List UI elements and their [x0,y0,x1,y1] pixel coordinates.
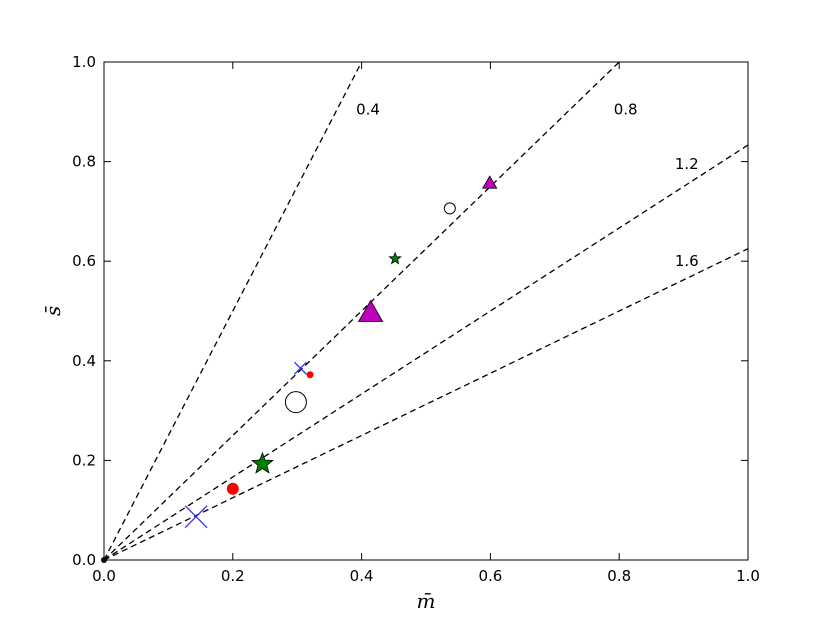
data-point-open-circle-small [443,202,456,215]
data-point-star-small [388,251,402,265]
x-tick-label: 0.4 [350,567,374,585]
data-point-open-circle-large [284,391,307,414]
x-tick-label: 0.0 [92,567,116,585]
y-tick-label: 0.8 [72,153,96,171]
data-point-x-large [184,505,208,529]
y-tick-label: 0.2 [72,451,96,469]
data-points [184,175,498,529]
y-tick-label: 0.0 [72,551,96,569]
data-point-circle-small [306,371,314,379]
reference-line-label: 1.6 [675,252,699,270]
data-point-triangle-small [482,175,498,189]
reference-line-label: 0.8 [614,100,638,118]
x-tick-label: 1.0 [736,567,760,585]
axis-ticks: 0.0 0.2 0.4 0.6 0.8 1.0 0.0 0.2 0.4 0.6 0.8 1.0 [72,53,760,585]
reference-line-1.2 [103,144,749,561]
x-axis-label: m̄ [417,589,436,613]
x-tick-label: 0.8 [607,567,631,585]
y-tick-label: 0.6 [72,252,96,270]
data-point-x-small [293,361,307,375]
x-tick-label: 0.2 [221,567,245,585]
data-point-circle-large [226,482,239,495]
reference-line-label: 1.2 [675,155,699,173]
y-tick-label: 1.0 [72,53,96,71]
data-point-triangle-large [357,299,384,322]
y-axis-label: s̄ [41,306,65,316]
reference-line-0.4 [103,61,363,561]
reference-lines: 0.4 0.8 1.2 1.6 [101,61,749,563]
reference-line-label: 0.4 [356,100,380,118]
y-tick-label: 0.4 [72,352,96,370]
data-point-star-large [250,451,274,474]
plot-frame [103,61,749,561]
x-tick-label: 0.6 [478,567,502,585]
